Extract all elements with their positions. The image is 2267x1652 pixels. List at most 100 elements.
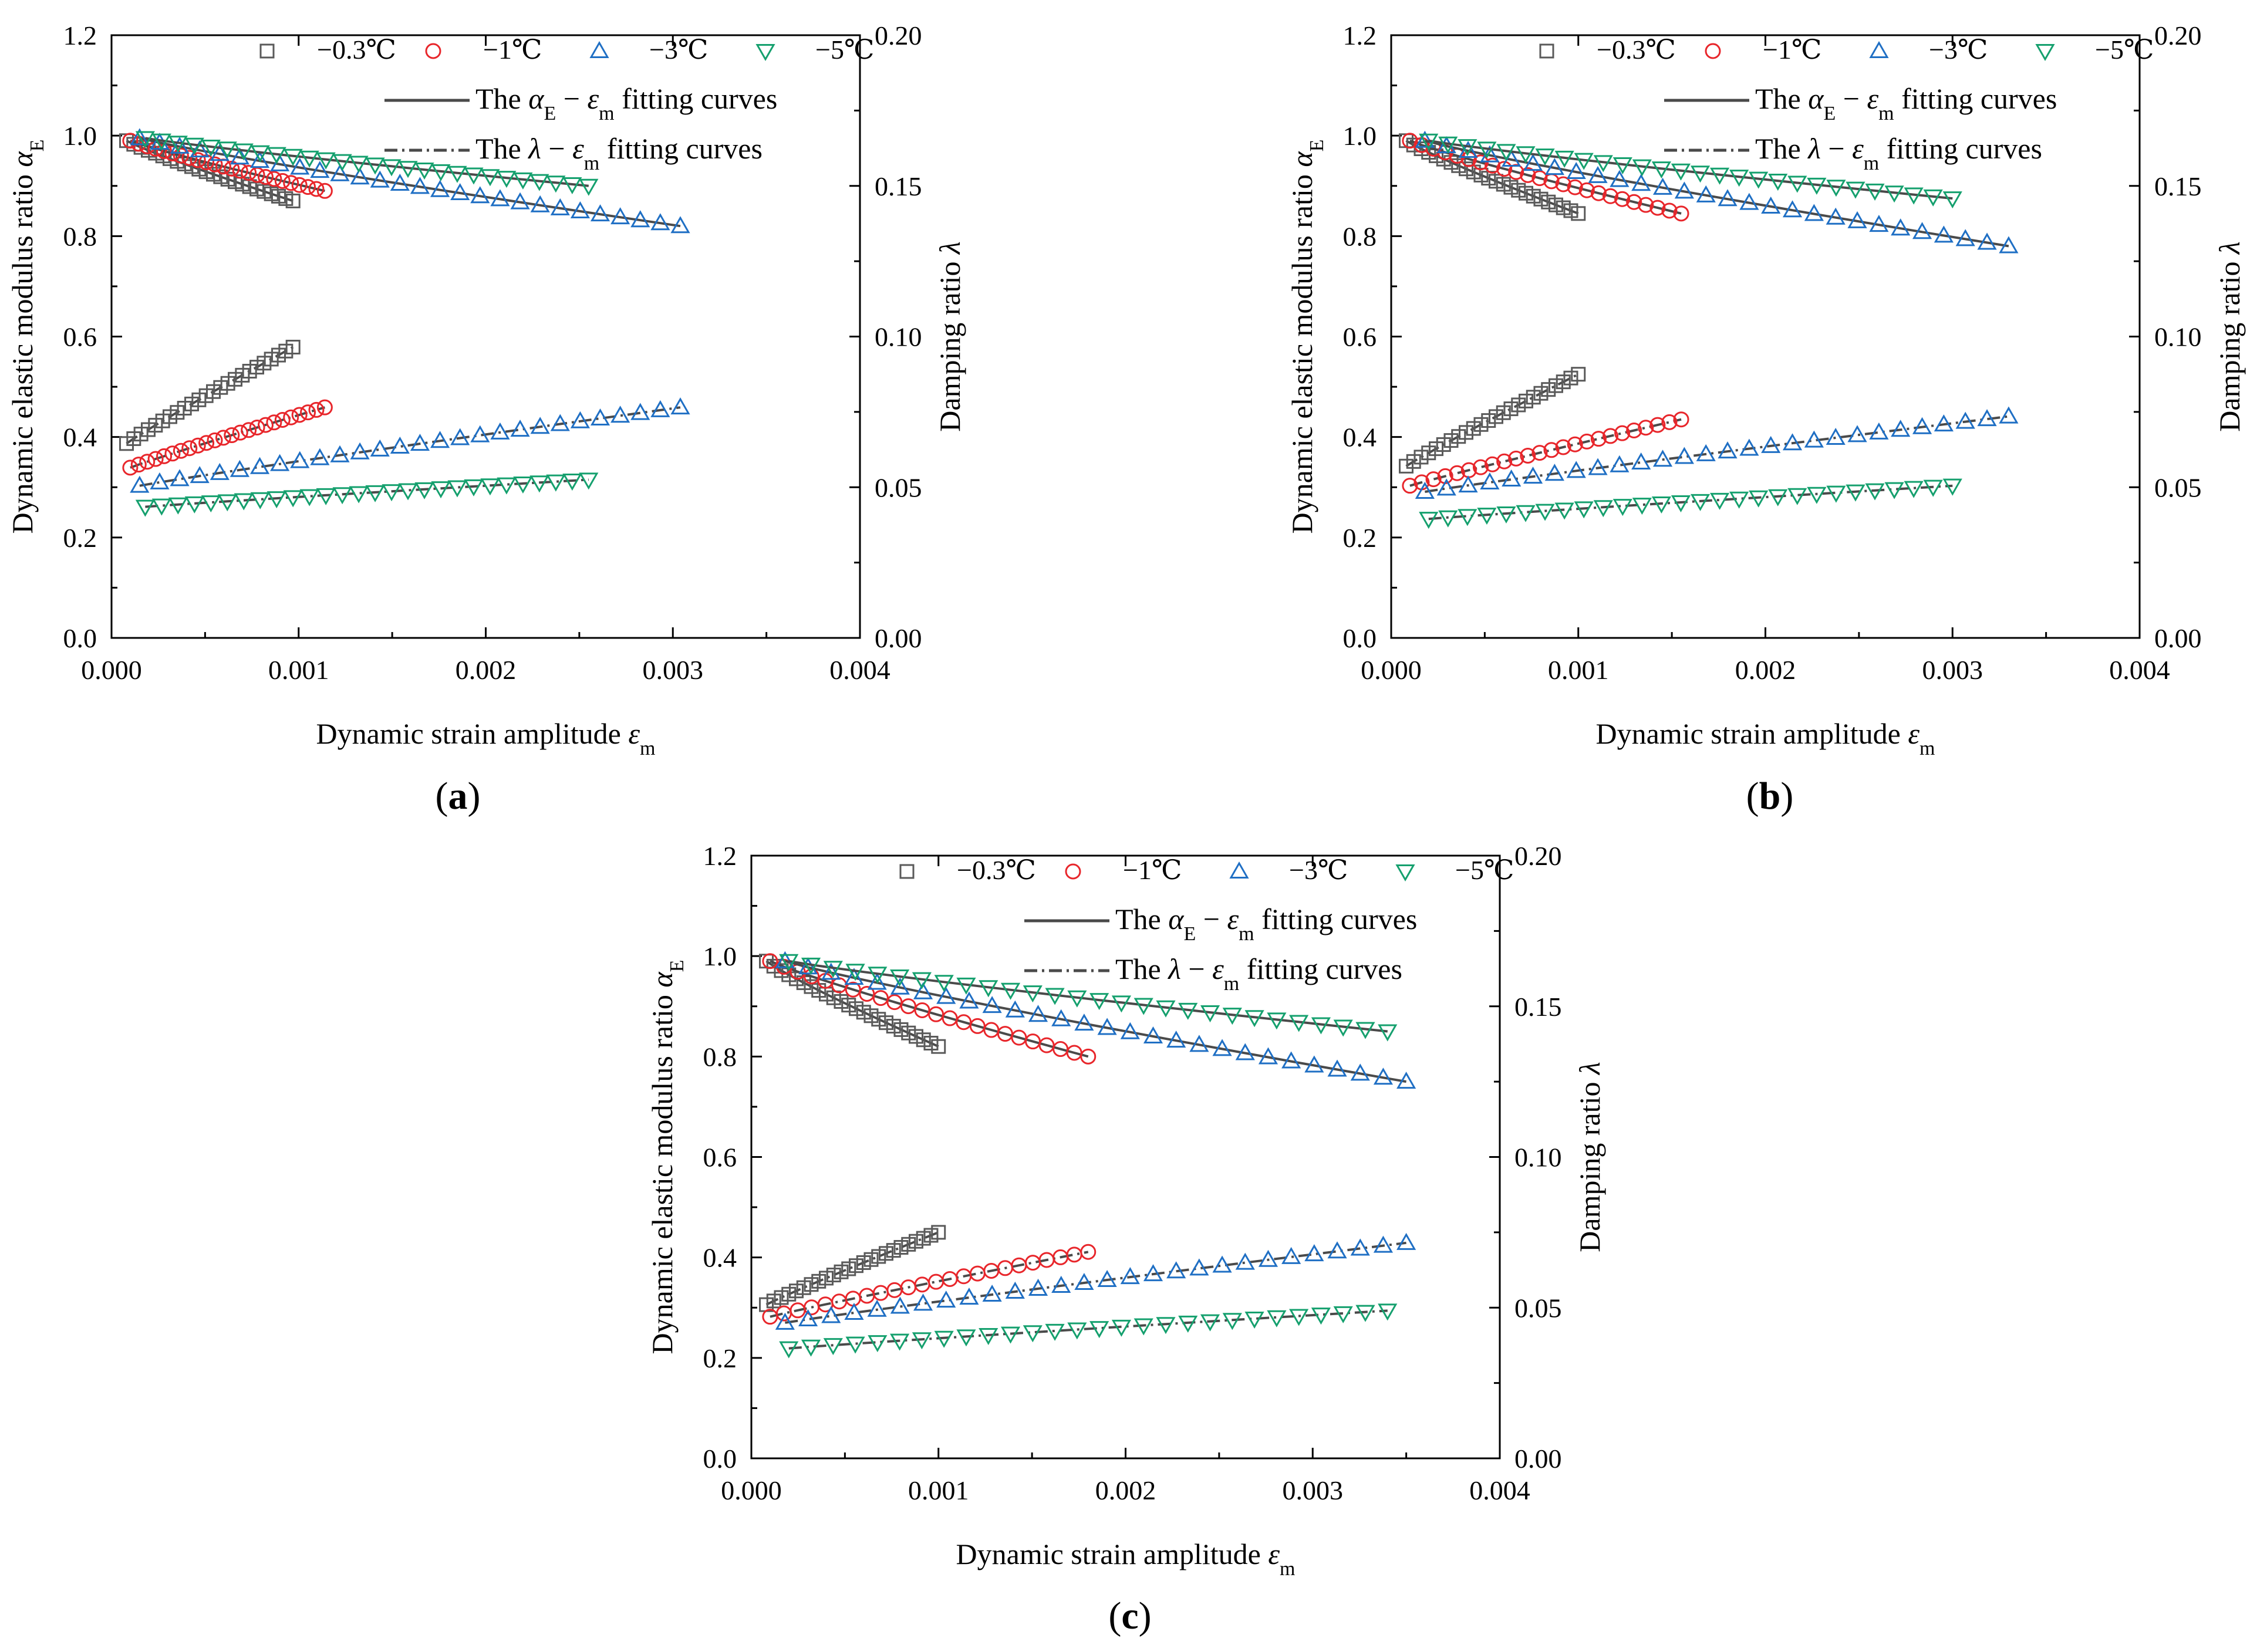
yr-tick-label-a-3: 0.15 bbox=[875, 171, 922, 201]
point-alphaE-b-2-22 bbox=[1891, 218, 1911, 236]
yl-tick-label-b-0: 0.0 bbox=[1343, 623, 1377, 653]
point-lambda-c-2-7 bbox=[936, 1290, 956, 1308]
legend-label-a-3: −5℃ bbox=[815, 35, 874, 65]
yl-tick-label-a-6: 1.2 bbox=[63, 21, 97, 50]
yl-tick-label-b-5: 1.0 bbox=[1343, 121, 1377, 151]
point-alphaE-a-2-7 bbox=[270, 154, 290, 171]
point-lambda-b-0-20 bbox=[1549, 378, 1563, 393]
point-alphaE-a-1-0 bbox=[122, 133, 139, 149]
point-alphaE-c-0-23 bbox=[931, 1039, 946, 1054]
point-lambda-a-3-7 bbox=[250, 492, 270, 509]
point-alphaE-b-3-4 bbox=[1496, 144, 1516, 161]
panel-label-a: (a) bbox=[436, 775, 481, 817]
legend-marker-a-2 bbox=[589, 40, 609, 58]
point-alphaE-c-3-23 bbox=[1289, 1015, 1309, 1032]
point-alphaE-c-3-5 bbox=[890, 969, 910, 987]
point-alphaE-b-2-11 bbox=[1652, 177, 1673, 195]
point-alphaE-c-3-1 bbox=[801, 957, 821, 975]
point-alphaE-b-2-15 bbox=[1739, 192, 1759, 210]
point-lambda-c-3-14 bbox=[1089, 1321, 1109, 1339]
point-alphaE-c-1-6 bbox=[845, 981, 861, 998]
point-alphaE-c-3-4 bbox=[868, 967, 888, 984]
point-lambda-b-1-19 bbox=[1626, 422, 1642, 438]
point-lambda-b-1-4 bbox=[1449, 465, 1465, 481]
point-alphaE-b-3-15 bbox=[1709, 167, 1730, 185]
x-tick-label-b-1: 0.001 bbox=[1548, 655, 1609, 685]
point-lambda-b-0-14 bbox=[1503, 401, 1519, 417]
point-alphaE-b-3-9 bbox=[1593, 155, 1613, 173]
point-lambda-a-1-2 bbox=[139, 454, 156, 470]
point-lambda-a-0-23 bbox=[285, 339, 301, 354]
point-lambda-c-0-13 bbox=[856, 1255, 871, 1270]
point-lambda-a-1-10 bbox=[207, 432, 223, 448]
point-lambda-c-3-22 bbox=[1267, 1310, 1287, 1327]
point-alphaE-a-1-6 bbox=[173, 147, 189, 164]
point-lambda-b-3-9 bbox=[1593, 500, 1613, 518]
point-alphaE-b-3-3 bbox=[1477, 141, 1497, 159]
point-alphaE-b-2-19 bbox=[1826, 207, 1846, 225]
point-alphaE-b-0-16 bbox=[1519, 185, 1533, 201]
point-lambda-b-2-17 bbox=[1782, 433, 1803, 451]
point-alphaE-a-3-14 bbox=[365, 157, 385, 175]
point-lambda-a-2-14 bbox=[410, 434, 430, 451]
point-lambda-a-3-9 bbox=[283, 490, 303, 508]
yr-tick-label-c-4: 0.20 bbox=[1514, 841, 1562, 871]
point-lambda-b-2-12 bbox=[1674, 447, 1694, 464]
legend-label-b-0: −0.3℃ bbox=[1597, 35, 1676, 65]
point-alphaE-c-3-8 bbox=[956, 977, 976, 995]
svg-text:(a): (a) bbox=[436, 775, 481, 817]
point-alphaE-b-2-7 bbox=[1566, 162, 1586, 180]
yl-tick-label-a-1: 0.2 bbox=[63, 523, 97, 553]
point-alphaE-b-3-12 bbox=[1651, 161, 1672, 179]
point-alphaE-c-3-2 bbox=[823, 961, 843, 978]
point-lambda-b-3-11 bbox=[1632, 498, 1652, 515]
point-lambda-c-2-4 bbox=[867, 1299, 887, 1317]
point-lambda-b-0-13 bbox=[1496, 405, 1511, 420]
point-alphaE-a-3-13 bbox=[349, 156, 369, 173]
point-lambda-b-0-19 bbox=[1541, 382, 1556, 397]
point-lambda-b-3-27 bbox=[1942, 478, 1962, 496]
point-alphaE-c-3-21 bbox=[1244, 1010, 1264, 1028]
yr-tick-label-b-2: 0.10 bbox=[2154, 322, 2202, 352]
x-tick-label-b-0: 0.000 bbox=[1361, 655, 1422, 685]
point-lambda-a-1-16 bbox=[257, 417, 274, 433]
point-alphaE-c-2-26 bbox=[1373, 1067, 1394, 1085]
point-alphaE-a-2-17 bbox=[470, 186, 490, 204]
point-lambda-c-3-5 bbox=[890, 1333, 910, 1351]
point-lambda-a-1-0 bbox=[122, 460, 139, 476]
point-alphaE-b-1-23 bbox=[1673, 205, 1689, 222]
fit-curve-lambda-c-2 bbox=[785, 1241, 1406, 1324]
point-lambda-b-3-4 bbox=[1496, 506, 1516, 523]
point-lambda-c-2-10 bbox=[1005, 1281, 1025, 1299]
point-lambda-c-0-8 bbox=[819, 1271, 834, 1286]
point-lambda-b-1-15 bbox=[1578, 433, 1595, 450]
point-lambda-a-3-4 bbox=[201, 495, 221, 513]
series-b-1 bbox=[1402, 133, 1689, 494]
point-lambda-b-1-6 bbox=[1472, 459, 1489, 475]
point-alphaE-a-1-19 bbox=[283, 175, 299, 191]
point-lambda-c-3-10 bbox=[1000, 1326, 1021, 1344]
point-alphaE-b-1-15 bbox=[1578, 182, 1595, 198]
point-alphaE-b-1-18 bbox=[1614, 191, 1631, 207]
point-alphaE-b-3-14 bbox=[1690, 165, 1711, 183]
point-alphaE-a-2-25 bbox=[630, 210, 650, 228]
point-lambda-c-0-7 bbox=[811, 1273, 826, 1289]
point-lambda-c-2-23 bbox=[1304, 1244, 1324, 1262]
point-lambda-c-0-5 bbox=[796, 1280, 811, 1295]
point-alphaE-b-3-25 bbox=[1904, 187, 1924, 205]
point-alphaE-c-0-15 bbox=[871, 1012, 886, 1027]
point-lambda-b-2-16 bbox=[1761, 435, 1781, 453]
point-lambda-b-1-9 bbox=[1508, 450, 1524, 467]
legend-fit-label-L-a: The λ − εm fitting curves bbox=[475, 132, 763, 174]
x-tick-label-a-2: 0.002 bbox=[456, 655, 517, 685]
point-lambda-a-1-22 bbox=[308, 401, 325, 418]
point-lambda-c-0-15 bbox=[871, 1249, 886, 1264]
point-lambda-c-3-4 bbox=[868, 1335, 888, 1353]
point-lambda-c-2-24 bbox=[1327, 1241, 1347, 1259]
point-lambda-b-2-25 bbox=[1955, 411, 1975, 429]
point-lambda-b-2-3 bbox=[1480, 472, 1500, 490]
point-lambda-a-3-27 bbox=[579, 472, 599, 490]
point-alphaE-c-3-22 bbox=[1267, 1012, 1287, 1030]
point-alphaE-c-3-12 bbox=[1045, 988, 1065, 1005]
legend-fit-label-E-c: The αE − εm fitting curves bbox=[1115, 903, 1417, 945]
